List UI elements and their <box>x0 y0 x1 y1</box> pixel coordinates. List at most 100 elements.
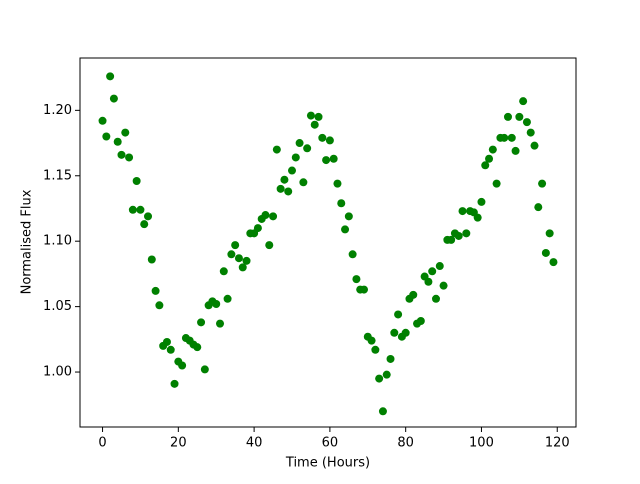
point <box>170 379 179 388</box>
point <box>519 97 528 106</box>
point <box>106 72 115 81</box>
point <box>223 294 232 303</box>
point <box>341 225 350 234</box>
point <box>545 229 554 238</box>
point <box>102 132 111 141</box>
point <box>454 231 463 240</box>
point <box>367 336 376 345</box>
point <box>318 133 327 142</box>
point <box>329 154 338 163</box>
point <box>121 128 130 137</box>
y-tick-label: 1.05 <box>43 299 72 314</box>
point <box>314 112 323 121</box>
point <box>394 310 403 319</box>
point <box>128 205 137 214</box>
point <box>166 345 175 354</box>
point <box>424 277 433 286</box>
x-tick-label: 100 <box>469 436 494 451</box>
point <box>178 361 187 370</box>
point <box>348 250 357 259</box>
point <box>113 137 122 146</box>
point <box>306 111 315 120</box>
point <box>219 267 228 276</box>
point <box>522 118 531 127</box>
point <box>162 337 171 346</box>
point <box>132 177 141 185</box>
point <box>371 345 380 354</box>
point <box>390 328 399 337</box>
point <box>125 153 134 162</box>
point <box>359 285 368 294</box>
x-tick-label: 0 <box>98 436 106 451</box>
point <box>409 290 418 299</box>
point <box>428 267 437 276</box>
x-tick-label: 80 <box>397 436 414 451</box>
point <box>144 212 153 221</box>
point <box>549 258 558 267</box>
point <box>538 179 547 188</box>
point <box>140 220 149 229</box>
point <box>500 133 509 142</box>
point <box>253 224 262 233</box>
x-tick-label: 120 <box>545 436 570 451</box>
point <box>242 256 251 265</box>
point <box>265 241 274 250</box>
point <box>147 255 156 264</box>
point <box>117 150 126 159</box>
point <box>503 112 512 121</box>
point <box>485 154 494 163</box>
point <box>541 248 550 257</box>
point <box>216 319 225 328</box>
point <box>98 116 107 125</box>
point <box>322 156 331 165</box>
point <box>284 187 293 196</box>
point <box>193 343 202 352</box>
point <box>375 374 384 383</box>
point <box>378 407 387 416</box>
point <box>136 205 145 214</box>
point <box>151 286 160 295</box>
point <box>462 229 471 238</box>
point <box>337 199 346 208</box>
point <box>534 203 543 212</box>
point <box>382 370 391 379</box>
point <box>276 184 285 193</box>
point <box>507 133 516 142</box>
point <box>234 254 243 263</box>
point <box>526 128 535 137</box>
point <box>386 354 395 363</box>
y-tick-label: 1.20 <box>43 103 72 118</box>
point <box>447 235 456 244</box>
y-tick-label: 1.10 <box>43 234 72 249</box>
point <box>197 318 206 327</box>
point <box>269 212 278 221</box>
point <box>439 281 448 290</box>
plot-frame <box>79 57 577 428</box>
point <box>492 179 501 188</box>
x-tick-label: 60 <box>322 436 339 451</box>
y-tick-label: 1.15 <box>43 168 72 183</box>
point <box>200 365 209 374</box>
point <box>212 300 221 308</box>
point <box>530 141 539 150</box>
point <box>435 262 444 271</box>
x-tick-label: 20 <box>170 436 187 451</box>
point <box>416 317 425 326</box>
point <box>303 144 312 153</box>
point <box>272 145 281 154</box>
point <box>511 146 520 155</box>
point <box>401 328 410 337</box>
x-tick-label: 40 <box>246 436 263 451</box>
point <box>291 153 300 162</box>
point <box>109 94 118 103</box>
point <box>333 179 342 188</box>
point <box>227 250 236 259</box>
y-axis-label: Normalised Flux <box>20 189 35 294</box>
point <box>280 175 289 184</box>
point <box>261 211 270 220</box>
point <box>299 178 308 187</box>
point <box>155 301 164 310</box>
point <box>477 197 486 206</box>
point <box>231 241 240 250</box>
